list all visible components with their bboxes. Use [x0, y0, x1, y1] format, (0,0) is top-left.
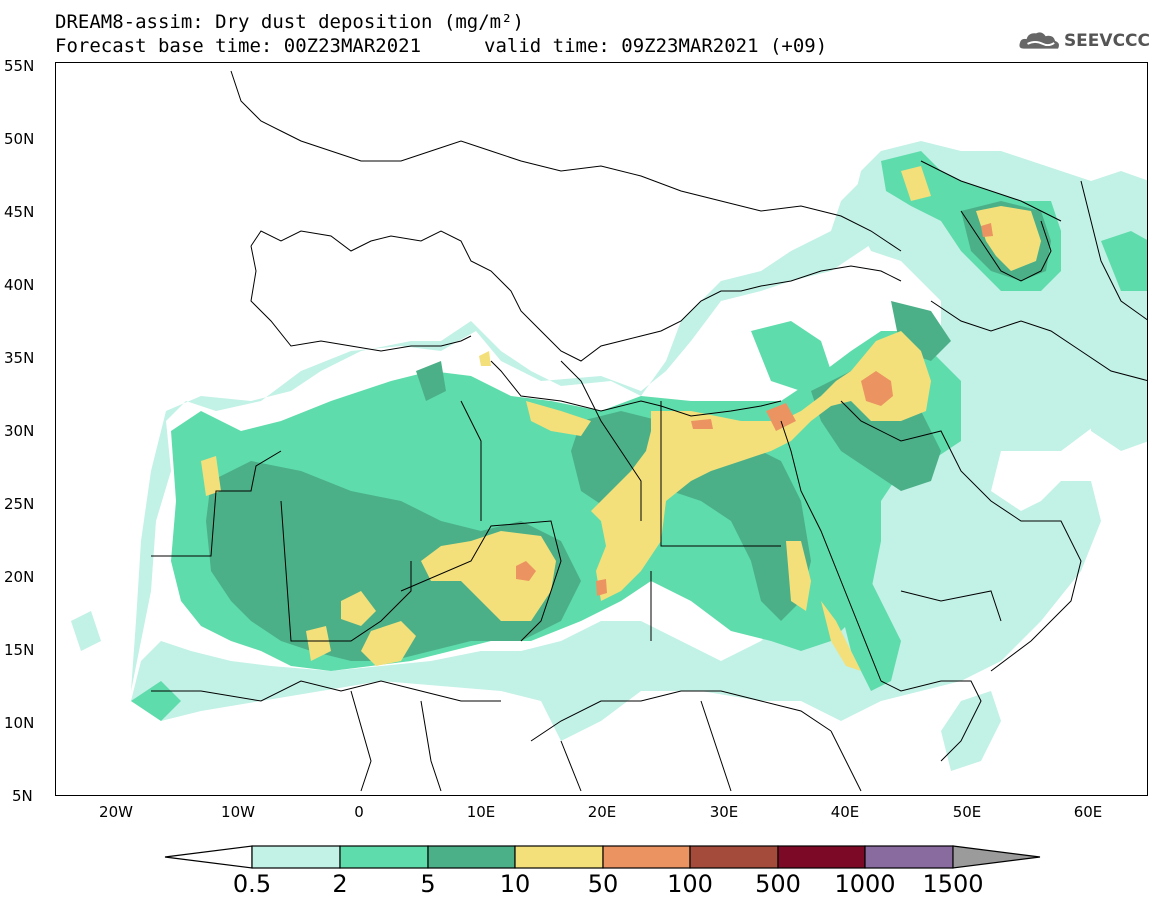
colorbar-low-arrow [164, 845, 253, 869]
colorbar-label-10: 10 [499, 870, 531, 898]
colorbar-label-2: 2 [332, 870, 348, 898]
lat-label-10n: 10N [4, 714, 35, 732]
lat-label-15n: 15N [4, 641, 35, 659]
colorbar-label-0-5: 0.5 [232, 870, 272, 898]
logo-text: SEEVCCC [1063, 31, 1150, 51]
lat-label-40n: 40N [4, 276, 35, 294]
colorbar [0, 840, 1165, 907]
map-title-valid-time: valid time: 09Z23MAR2021 (+09) [484, 35, 828, 57]
lon-label-30e: 30E [709, 803, 739, 821]
colorbar-box-3 [427, 845, 516, 869]
lon-label-10e: 10E [466, 803, 496, 821]
colorbar-box-4 [514, 845, 604, 869]
colorbar-label-5: 5 [420, 870, 436, 898]
colorbar-label-50: 50 [587, 870, 619, 898]
colorbar-svg [164, 845, 1041, 869]
deposition-level-50 [516, 223, 993, 596]
colorbar-label-1000: 1000 [834, 870, 896, 898]
map-canvas [71, 70, 1147, 792]
dust-deposition-map [55, 62, 1148, 796]
colorbar-box-8 [864, 845, 954, 869]
lat-label-55n: 55N [4, 57, 35, 75]
lon-label-20w: 20W [99, 803, 133, 821]
seevccc-logo: SEEVCCC [1018, 28, 1150, 54]
lon-label-0: 0 [354, 803, 364, 821]
lon-label-50e: 50E [952, 803, 982, 821]
lat-label-45n: 45N [4, 203, 35, 221]
colorbar-label-500: 500 [755, 870, 801, 898]
map-title-line1: DREAM8-assim: Dry dust deposition (mg/m²… [55, 11, 524, 33]
lat-label-20n: 20N [4, 568, 35, 586]
lat-label-50n: 50N [4, 130, 35, 148]
colorbar-high-arrow [952, 845, 1041, 869]
lat-label-30n: 30N [4, 422, 35, 440]
deposition-level-10 [201, 166, 1041, 671]
lon-label-60e: 60E [1073, 803, 1103, 821]
colorbar-box-2 [339, 845, 429, 869]
map-title-base-time: Forecast base time: 00Z23MAR2021 [55, 35, 422, 57]
colorbar-box-7 [777, 845, 866, 869]
colorbar-label-100: 100 [667, 870, 713, 898]
country-borders [151, 70, 1147, 792]
lon-label-40e: 40E [830, 803, 860, 821]
cloud-icon [1019, 32, 1059, 49]
colorbar-box-6 [689, 845, 779, 869]
lat-label-25n: 25N [4, 495, 35, 513]
colorbar-box-5 [602, 845, 691, 869]
lon-label-20e: 20E [587, 803, 617, 821]
lat-label-35n: 35N [4, 349, 35, 367]
lat-label-5n: 5N [12, 787, 33, 805]
colorbar-box-1 [251, 845, 341, 869]
colorbar-label-1500: 1500 [922, 870, 984, 898]
lon-label-10w: 10W [221, 803, 255, 821]
